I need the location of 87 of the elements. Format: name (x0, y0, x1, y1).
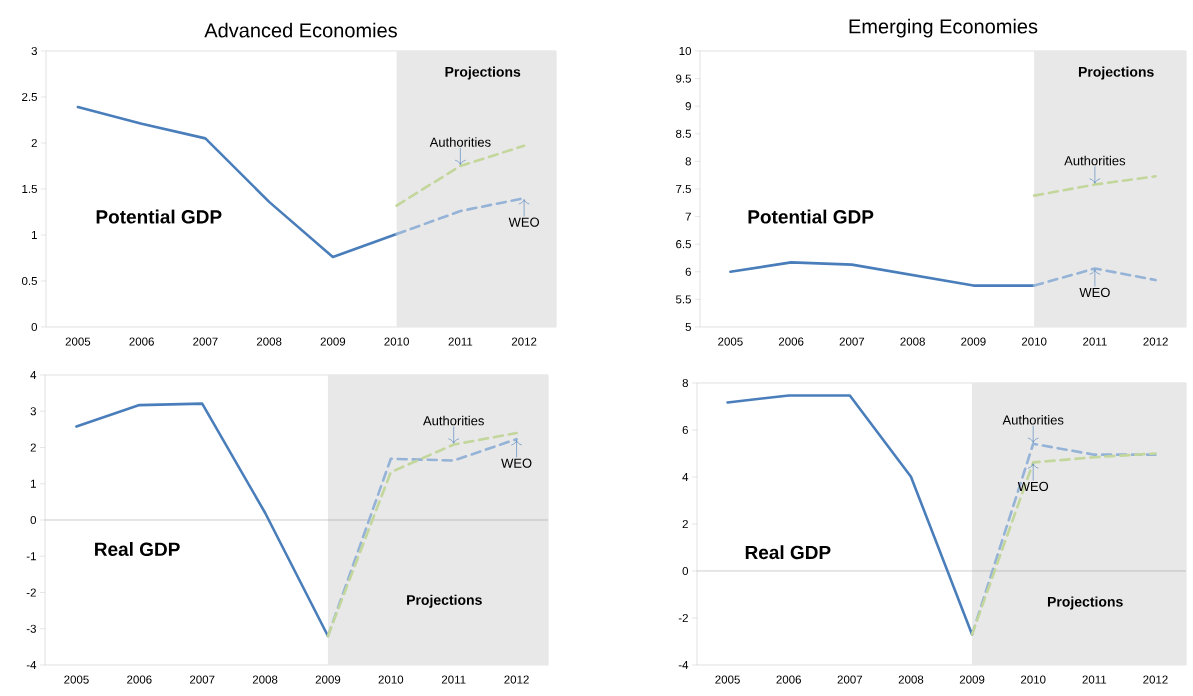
y-tick-label: 7.5 (676, 184, 691, 193)
x-tick-label: 2006 (776, 675, 801, 684)
x-tick-label: 2009 (315, 675, 341, 684)
x-tick-label: 2012 (511, 337, 537, 346)
annotation: Authorities (1002, 415, 1064, 425)
y-tick-label: 1 (30, 479, 36, 488)
line-series (75, 402, 330, 638)
x-tick-label: 2008 (898, 675, 924, 684)
annotation: WEO (1079, 287, 1110, 298)
x-tick-label: 2010 (1020, 675, 1046, 684)
text: Real GDP (745, 545, 831, 560)
annotation: WEO (1017, 481, 1049, 492)
y-tick-label: -2 (26, 588, 36, 597)
y-tick-label: 0 (30, 515, 37, 525)
y-tick-label: 6 (682, 425, 688, 435)
y-tick-label: -1 (26, 552, 36, 561)
x-tick-label: 2009 (959, 675, 985, 684)
y-tick-label: 5.5 (675, 295, 691, 304)
y-tick-label: 4 (682, 473, 689, 481)
y-tick-label: 2.5 (22, 92, 37, 102)
line-series (726, 394, 974, 636)
line-series (76, 105, 398, 259)
x-tick-label: 2008 (256, 337, 282, 346)
y-tick-label: 7 (685, 212, 691, 221)
y-tick-label: 6.5 (676, 240, 691, 249)
band-label: Projections (407, 594, 482, 608)
y-tick-label: 8.5 (676, 129, 691, 138)
y-tick-label: 2 (31, 138, 37, 147)
band-label: Projections (445, 66, 521, 80)
x-tick-label: 2007 (839, 337, 865, 346)
x-tick-label: 2006 (778, 337, 804, 346)
y-tick-label: 0.5 (21, 276, 37, 286)
x-tick-label: 2007 (837, 675, 863, 684)
x-tick-label: 2012 (1143, 337, 1168, 346)
y-tick-label: 5 (685, 322, 691, 331)
y-tick-label: 1.5 (22, 184, 37, 193)
x-tick-label: 2010 (378, 675, 404, 684)
y-tick-label: 0 (682, 566, 689, 576)
y-tick-label: 6 (685, 267, 691, 276)
y-tick-label: -3 (26, 624, 36, 633)
text: Potential GDP (748, 209, 874, 224)
annotation: Authorities (423, 415, 484, 426)
x-tick-label: 2007 (193, 337, 218, 346)
x-tick-label: 2007 (189, 675, 215, 684)
y-tick-label: 2 (682, 519, 688, 528)
x-tick-label: 2005 (64, 675, 89, 684)
x-tick-label: 2006 (127, 675, 152, 684)
y-tick-label: 0 (31, 322, 38, 332)
x-tick-label: 2009 (320, 337, 346, 346)
x-tick-label: 2011 (1083, 337, 1107, 346)
chart-title: Emerging Economies (849, 18, 1038, 38)
x-tick-label: 2010 (1021, 337, 1047, 346)
text: Real GDP (95, 542, 180, 556)
y-tick-label: 1 (31, 231, 37, 239)
y-tick-label: 4 (30, 371, 37, 379)
x-tick-label: 2011 (441, 675, 466, 684)
x-tick-label: 2012 (1143, 675, 1168, 684)
x-tick-label: 2008 (252, 675, 278, 684)
annotation: Authorities (1064, 155, 1126, 166)
x-tick-label: 2006 (129, 337, 154, 346)
y-tick-label: 3 (30, 407, 36, 416)
x-tick-label: 2005 (718, 337, 743, 346)
x-tick-label: 2005 (715, 675, 740, 684)
y-tick-label: 9 (685, 102, 691, 111)
x-tick-label: 2008 (900, 337, 925, 346)
x-tick-label: 2005 (65, 337, 91, 346)
y-tick-label: 10 (679, 46, 692, 56)
band-label: Projections (1047, 596, 1123, 610)
x-tick-label: 2011 (1082, 675, 1107, 684)
annotation: WEO (508, 217, 540, 227)
y-tick-label: 9.5 (676, 74, 691, 83)
band-label: Projections (1078, 66, 1154, 80)
text: Potential GDP (96, 209, 222, 224)
y-tick-label: 8 (685, 157, 691, 166)
x-tick-label: 2010 (384, 337, 409, 346)
y-tick-label: 2 (30, 443, 36, 452)
y-tick-label: 8 (682, 378, 688, 388)
y-tick-label: -4 (678, 661, 689, 669)
y-tick-label: -4 (26, 661, 37, 669)
x-tick-label: 2009 (961, 337, 986, 346)
annotation: WEO (501, 458, 532, 468)
y-tick-label: 3 (31, 46, 37, 56)
chart-title: Advanced Economies (204, 22, 397, 38)
annotation: Authorities (429, 137, 491, 147)
x-tick-label: 2012 (504, 675, 529, 684)
x-tick-label: 2011 (448, 337, 473, 346)
y-tick-label: -2 (678, 613, 688, 622)
